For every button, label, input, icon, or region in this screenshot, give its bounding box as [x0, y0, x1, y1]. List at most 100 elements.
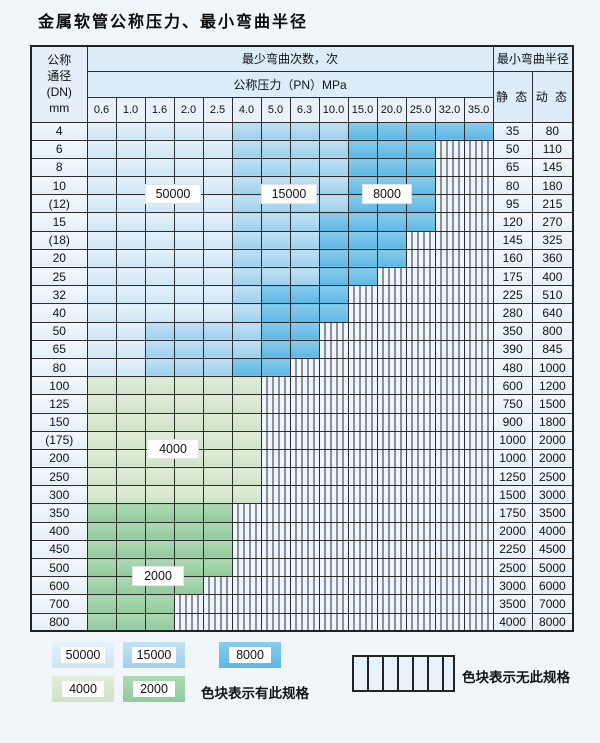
static-radius-cell: 2250	[492, 539, 533, 560]
static-radius-cell: 1500	[492, 485, 533, 505]
static-radius-cell: 35	[492, 121, 533, 141]
dynamic-radius-cell: 640	[531, 303, 574, 323]
pressure-cell	[463, 594, 494, 614]
dn-cell: 200	[30, 448, 88, 469]
pressure-cell	[289, 321, 320, 341]
pressure-cell	[434, 230, 465, 250]
pressure-cell	[144, 376, 175, 396]
pressure-cell	[347, 212, 378, 232]
pressure-cell	[144, 157, 175, 178]
pressure-cell	[318, 230, 349, 250]
pressure-cell	[231, 194, 262, 214]
pressure-cell	[463, 194, 494, 214]
table-row: 400 2000 4000	[30, 521, 574, 541]
table-row: 25 175 400	[30, 266, 574, 287]
pressure-cell	[144, 503, 175, 523]
pressure-cell	[86, 248, 117, 269]
pressure-cell	[86, 176, 117, 196]
pressure-cell	[434, 157, 465, 178]
pressure-header-row: 0.6 1.0 1.6 2.0 2.5 4.0 5.0 6.3 10.0 15.0 20.0 25.0…	[31, 96, 573, 123]
pressure-cell	[289, 121, 320, 141]
pressure-cell	[144, 266, 175, 287]
pressure-cell	[463, 303, 494, 323]
pressure-cell	[318, 612, 349, 632]
static-radius-cell: 225	[492, 285, 533, 305]
table-row: 65 390 845	[30, 339, 574, 359]
pressure-cell	[173, 157, 204, 178]
pressure-cell	[318, 576, 349, 596]
pressure-cell	[144, 485, 175, 505]
pressure-cell	[202, 121, 233, 141]
pressure-cell	[289, 248, 320, 269]
pressure-cell	[405, 612, 436, 632]
pressure-cell	[289, 376, 320, 396]
pressure-cell	[318, 121, 349, 141]
pressure-cell	[405, 576, 436, 596]
pressure-cell	[260, 339, 291, 359]
dynamic-radius-cell: 215	[531, 194, 574, 214]
pressure-cell	[260, 576, 291, 596]
pressure-cell	[115, 503, 146, 523]
pressure-cell	[115, 612, 146, 632]
pressure-cell	[463, 248, 494, 269]
pressure-cell	[463, 376, 494, 396]
legend-no-spec-text: 色块表示无此规格	[462, 670, 570, 685]
pressure-cell	[405, 321, 436, 341]
pressure-cell	[173, 285, 204, 305]
legend-swatch-label: 8000	[229, 647, 271, 663]
pressure-cell	[318, 430, 349, 450]
pressure-cell	[289, 448, 320, 469]
dynamic-radius-cell: 270	[531, 212, 574, 232]
pressure-cell	[86, 266, 117, 287]
pressure-cell	[405, 121, 436, 141]
pressure-cell	[173, 612, 204, 632]
dynamic-radius-cell: 510	[531, 285, 574, 305]
pressure-cell	[173, 467, 204, 487]
dn-header-line: 公称	[47, 53, 72, 68]
pressure-cell	[405, 157, 436, 178]
pressure-cell	[347, 357, 378, 378]
pressure-cell	[405, 448, 436, 469]
pressure-cell	[173, 121, 204, 141]
pressure-cell	[347, 448, 378, 469]
pressure-cell	[231, 394, 262, 414]
pressure-cell	[173, 248, 204, 269]
pressure-cell	[86, 521, 117, 541]
pressure-cell	[202, 594, 233, 614]
pressure-cell	[260, 357, 291, 378]
legend-swatch-50000: 50000	[52, 642, 114, 668]
pressure-cell	[463, 539, 494, 560]
dynamic-header: 动 态	[531, 70, 574, 123]
table-row: 250 1250 2500	[30, 467, 574, 487]
dynamic-radius-cell: 4500	[531, 539, 574, 560]
pressure-cell	[173, 376, 204, 396]
pressure-cell	[86, 448, 117, 469]
pressure-cell	[231, 448, 262, 469]
table-row: 300 1500 3000	[30, 485, 574, 505]
table-row: 80 480 1000	[30, 357, 574, 378]
pressure-cell	[202, 321, 233, 341]
pressure-cell	[86, 412, 117, 432]
pressure-cell	[347, 612, 378, 632]
pressure-cell	[144, 539, 175, 560]
pressure-cell	[376, 430, 407, 450]
pressure-cell	[347, 303, 378, 323]
pressure-column-header: 4.0	[231, 96, 262, 123]
pressure-cell	[347, 557, 378, 578]
pressure-cell	[231, 212, 262, 232]
dynamic-radius-cell: 1200	[531, 376, 574, 396]
pressure-cell	[463, 357, 494, 378]
pressure-cell	[376, 339, 407, 359]
static-radius-cell: 350	[492, 321, 533, 341]
pressure-cell	[434, 176, 465, 196]
static-radius-cell: 4000	[492, 612, 533, 632]
pressure-cell	[86, 121, 117, 141]
pressure-cell	[376, 266, 407, 287]
pressure-cell	[405, 521, 436, 541]
pressure-cell	[260, 266, 291, 287]
pressure-cell	[86, 612, 117, 632]
pressure-cell	[463, 612, 494, 632]
pressure-cell	[231, 521, 262, 541]
table-row: 450 2250 4500	[30, 539, 574, 560]
pressure-cell	[231, 176, 262, 196]
